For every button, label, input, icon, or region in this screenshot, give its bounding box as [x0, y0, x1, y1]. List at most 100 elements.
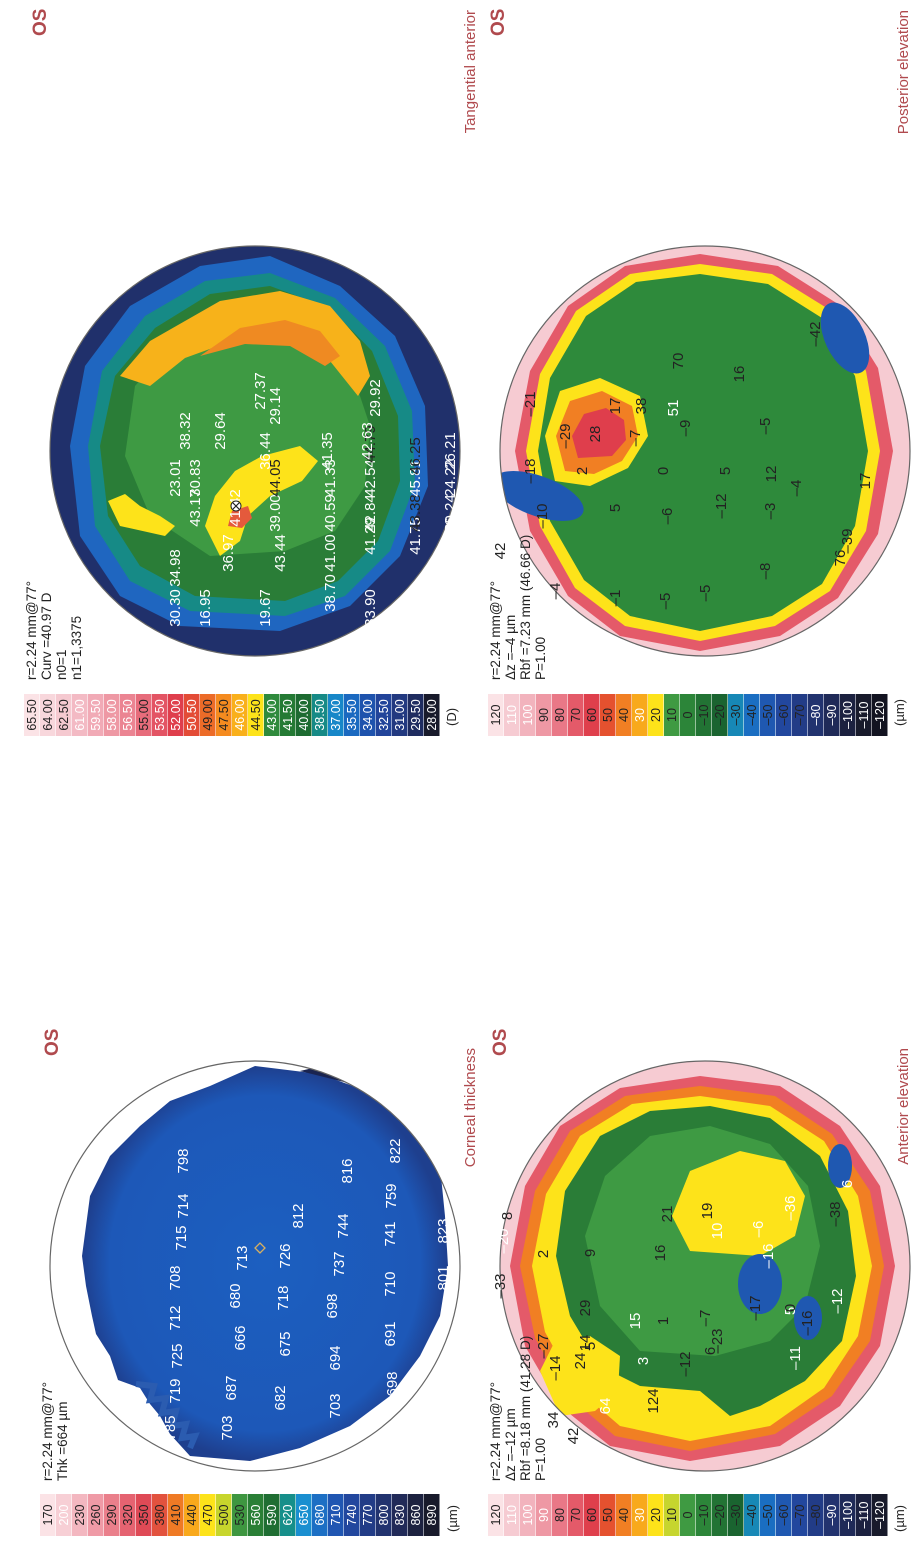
map-value-label: 38.32 [177, 412, 194, 450]
scale-step: –90 [824, 1494, 840, 1536]
map-value-label: 703 [327, 1393, 344, 1418]
scale-step: 0 [680, 694, 696, 736]
map-value-label: 708 [167, 1265, 184, 1290]
scale-step: 50 [600, 1494, 616, 1536]
map-value-label: 14 [577, 1335, 594, 1352]
map-value-label: 6 [702, 1347, 719, 1355]
scale-step: 40.00 [296, 694, 312, 736]
tangential-apex-marker [230, 500, 242, 512]
map-value-label: –10 [534, 503, 551, 528]
scale-step: 230 [72, 1494, 88, 1536]
map-value-label: –5 [697, 585, 714, 602]
map-value-label: –8 [757, 563, 774, 580]
posterior-elevation-eye-label: OS [488, 8, 509, 36]
map-value-label: –7 [627, 430, 644, 447]
map-value-label: 13.37 [472, 589, 489, 627]
posterior-elevation-blue-spot-left [500, 471, 584, 521]
map-value-label: 5 [782, 1307, 799, 1315]
map-value-label: 41.35 [319, 432, 336, 470]
map-value-label: 51 [665, 400, 682, 417]
map-value-label: 44.05 [267, 459, 284, 497]
map-value-label: 680 [227, 1283, 244, 1308]
map-value-label: 19 [699, 1203, 716, 1220]
scale-step: 320 [120, 1494, 136, 1536]
scale-step: 740 [344, 1494, 360, 1536]
map-value-label: 29.14 [267, 387, 284, 425]
scale-step: 530 [232, 1494, 248, 1536]
map-value-label: 41.00 [322, 534, 339, 572]
scale-step: –50 [760, 694, 776, 736]
posterior-elevation-caption: Posterior elevation [895, 10, 912, 135]
map-value-label: 691 [382, 1321, 399, 1346]
map-value-label: 17 [857, 473, 874, 490]
scale-step: –110 [856, 694, 872, 736]
scale-step: 770 [360, 1494, 376, 1536]
anterior-elevation-yellow-blob [672, 1151, 805, 1256]
info-line: n0=1 [54, 649, 69, 680]
map-value-label: 698 [384, 1371, 401, 1396]
map-value-label: 712 [167, 1305, 184, 1330]
tangential-steep-band-left [108, 494, 175, 536]
scale-step: 49.00 [200, 694, 216, 736]
scale-step: 64.00 [40, 694, 56, 736]
map-value-label: 42 [565, 1428, 582, 1445]
map-value-label: 0 [655, 467, 672, 475]
info-line: r=2.24 mm@77° [488, 1381, 503, 1481]
scale-step: –120 [872, 1494, 888, 1536]
tangential-steep-core-upper [228, 506, 252, 528]
map-value-label: –7 [697, 1310, 714, 1327]
scale-step: –70 [792, 694, 808, 736]
map-value-label: 64 [597, 1398, 614, 1415]
map-value-label: 822 [387, 1138, 404, 1163]
map-value-label: 34 [545, 1412, 562, 1429]
scale-step: –40 [744, 694, 760, 736]
info-line: Rbf =8.18 mm (41.28 D) [518, 1335, 533, 1481]
map-value-label: –27 [535, 1333, 552, 1358]
map-value-label: 21 [659, 1206, 676, 1223]
info-line: r=2.24 mm@77° [40, 1381, 55, 1481]
info-line: P=1.00 [533, 636, 548, 680]
map-value-label: 26.21 [442, 432, 459, 470]
info-line: Δz =–4 µm [503, 614, 518, 680]
map-value-label: 823 [435, 1218, 452, 1243]
map-value-label: –20 [495, 1228, 512, 1253]
map-value-label: 1 [655, 1317, 672, 1325]
scale-step: –30 [728, 1494, 744, 1536]
map-value-label: 24.22 [442, 459, 459, 497]
map-value-label: 703 [219, 1415, 236, 1440]
scale-step: –100 [840, 1494, 856, 1536]
map-value-label: 30.83 [187, 459, 204, 497]
scale-step: 350 [136, 1494, 152, 1536]
scale-step: –60 [776, 694, 792, 736]
map-value-label: 2 [574, 467, 591, 475]
scale-step: 70 [568, 1494, 584, 1536]
info-line: Δz =–12 µm [503, 1408, 518, 1481]
anterior-elevation-scale-unit: (µm) [892, 1505, 907, 1532]
map-value-label: 798 [175, 1148, 192, 1173]
map-value-label: 726 [277, 1243, 294, 1268]
scale-step: –120 [872, 694, 888, 736]
posterior-elevation-values: –4 –1 –5 –5 –8 76 42 –10 5 –6 –12 –3 –39 –18 2 0 5 12 –4 17… [492, 321, 874, 609]
scale-step: 61.00 [72, 694, 88, 736]
scale-step: 58.00 [104, 694, 120, 736]
scale-step: –20 [712, 1494, 728, 1536]
scale-step: 110 [504, 694, 520, 736]
map-value-label: 2 [535, 1250, 552, 1258]
map-value-label: 42.84 [362, 494, 379, 532]
map-value-label: 6 [839, 1180, 856, 1188]
map-value-label: 19.67 [257, 589, 274, 627]
thickness-eye-label: OS [42, 1028, 63, 1056]
scale-step: 40 [616, 694, 632, 736]
scale-step: 70 [568, 694, 584, 736]
map-value-label: 124 [645, 1388, 662, 1413]
map-value-label: 713 [234, 1245, 251, 1270]
map-value-label: –39 [839, 528, 856, 553]
scale-step: –100 [840, 694, 856, 736]
scale-step: 28.00 [424, 694, 440, 736]
scale-step: 38.50 [312, 694, 328, 736]
scale-step: 10 [664, 694, 680, 736]
map-value-label: 29.52 [402, 589, 419, 627]
map-value-label: 719 [167, 1378, 184, 1403]
